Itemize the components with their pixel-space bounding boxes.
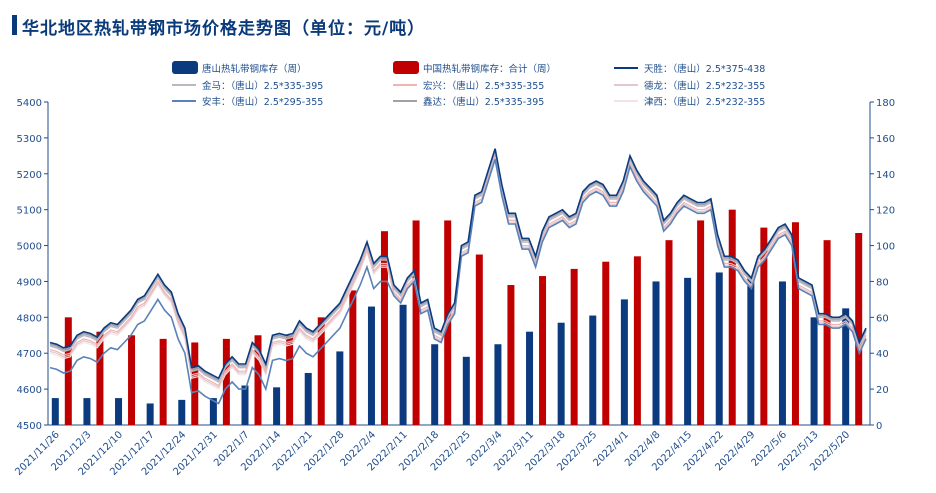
- bar-tangshan-stock: [778, 281, 786, 425]
- bar-tangshan-stock: [209, 398, 217, 425]
- y-right-tick-label: 140: [876, 170, 895, 181]
- line-series: [49, 159, 867, 405]
- legend-label: 唐山热轧带钢库存（周）: [202, 63, 307, 75]
- bar-tangshan-stock: [146, 403, 154, 425]
- bar-china-stock: [475, 254, 483, 425]
- legend-label: 德龙：（唐山）2.5*232-355: [644, 80, 765, 92]
- y-right-tick-label: 60: [876, 313, 889, 324]
- bar-china-stock: [159, 338, 167, 425]
- bar-tangshan-stock: [336, 351, 344, 425]
- legend-label: 津西：（唐山）2.5*232-355: [644, 96, 765, 108]
- y-left-tick-label: 5300: [17, 134, 42, 145]
- bar-tangshan-stock: [304, 372, 312, 425]
- bar-tangshan-stock: [526, 331, 534, 425]
- bar-china-stock: [697, 220, 705, 425]
- bar-tangshan-stock: [367, 306, 375, 425]
- y-left-tick-label: 4700: [17, 349, 42, 360]
- bar-china-stock: [760, 227, 768, 425]
- y-left-tick-label: 5100: [17, 206, 42, 217]
- legend-label: 金马：（唐山）2.5*335-395: [202, 80, 323, 92]
- bar-tangshan-stock: [589, 315, 597, 425]
- y-left-tick-label: 4900: [17, 277, 42, 288]
- bar-china-stock: [317, 317, 325, 425]
- bar-tangshan-stock: [684, 277, 692, 425]
- y-right-tick-label: 160: [876, 134, 895, 145]
- bar-tangshan-stock: [83, 398, 91, 425]
- bar-tangshan-stock: [115, 398, 123, 425]
- bar-tangshan-stock: [620, 299, 628, 425]
- legend-label: 宏兴：（唐山）2.5*335-355: [423, 80, 544, 92]
- y-left-tick-label: 5000: [17, 242, 42, 253]
- bar-china-stock: [349, 290, 357, 425]
- legend-swatch: [393, 61, 419, 74]
- bar-tangshan-stock: [715, 272, 723, 425]
- legend-label: 天胜：（唐山）2.5*375-438: [644, 63, 765, 75]
- line-series: [49, 150, 867, 382]
- bar-tangshan-stock: [747, 277, 755, 425]
- bar-china-stock: [380, 231, 388, 425]
- bar-tangshan-stock: [431, 344, 439, 425]
- bar-tangshan-stock: [178, 399, 186, 425]
- bar-tangshan-stock: [842, 308, 850, 425]
- bar-tangshan-stock: [399, 304, 407, 425]
- bar-china-stock: [665, 240, 673, 425]
- bar-china-stock: [855, 232, 863, 425]
- bar-china-stock: [96, 331, 104, 425]
- y-left-tick-label: 4800: [17, 313, 42, 324]
- bar-china-stock: [191, 342, 199, 425]
- bar-tangshan-stock: [273, 387, 281, 425]
- bar-china-stock: [254, 335, 262, 425]
- legend-swatch: [172, 61, 198, 74]
- y-right-tick-label: 80: [876, 277, 889, 288]
- legend-label: 安丰：（唐山）2.5*295-355: [202, 96, 323, 108]
- y-right-tick-label: 0: [876, 421, 882, 432]
- bar-tangshan-stock: [810, 317, 818, 425]
- bar-china-stock: [412, 220, 420, 425]
- y-right-tick-label: 180: [876, 98, 895, 109]
- bar-china-stock: [128, 335, 136, 425]
- bar-tangshan-stock: [494, 344, 502, 425]
- legend-label: 中国热轧带钢库存：合计（周）: [423, 63, 556, 75]
- bar-china-stock: [602, 261, 610, 425]
- bar-china-stock: [823, 240, 831, 425]
- bar-tangshan-stock: [652, 281, 660, 425]
- y-right-tick-label: 100: [876, 242, 895, 253]
- bars-group: [51, 209, 863, 425]
- y-left-tick-label: 5200: [17, 170, 42, 181]
- bar-tangshan-stock: [462, 356, 470, 425]
- bar-tangshan-stock: [557, 322, 565, 425]
- bar-china-stock: [728, 209, 736, 425]
- line-series: [49, 151, 867, 384]
- bar-china-stock: [286, 335, 294, 425]
- bar-china-stock: [791, 222, 799, 425]
- bar-tangshan-stock: [241, 385, 249, 425]
- y-left-tick-label: 4500: [17, 421, 42, 432]
- bar-china-stock: [539, 276, 547, 425]
- y-right-tick-label: 40: [876, 349, 889, 360]
- line-series: [49, 148, 867, 380]
- chart-title: 华北地区热轧带钢市场价格走势图（单位：元/吨）: [22, 19, 426, 39]
- y-right-tick-label: 120: [876, 206, 895, 217]
- bar-tangshan-stock: [51, 398, 59, 425]
- bar-china-stock: [507, 285, 515, 425]
- bar-china-stock: [633, 256, 641, 425]
- bar-china-stock: [570, 268, 578, 425]
- title-accent-bar: [12, 15, 17, 35]
- y-left-tick-label: 4600: [17, 385, 42, 396]
- bar-china-stock: [222, 338, 230, 425]
- legend-label: 鑫达：（唐山）2.5*335-395: [423, 96, 544, 108]
- y-left-tick-label: 5400: [17, 98, 42, 109]
- y-right-tick-label: 20: [876, 385, 889, 396]
